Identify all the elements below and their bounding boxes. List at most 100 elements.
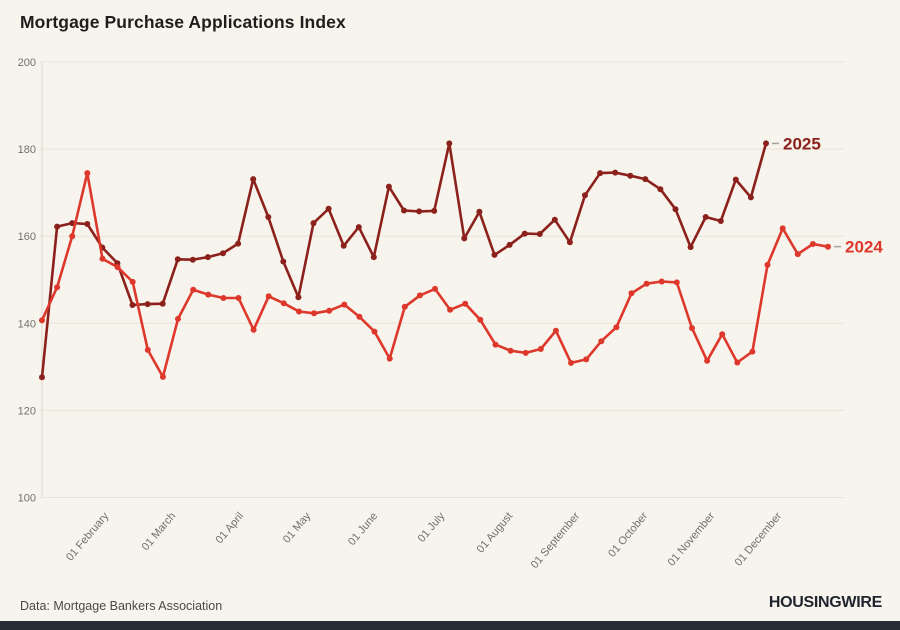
- x-axis-tick-label: 01 May: [281, 510, 314, 546]
- data-point-2025: [672, 206, 679, 213]
- data-point-2024: [643, 280, 650, 287]
- data-point-2025: [551, 216, 558, 223]
- data-point-2025: [401, 207, 407, 214]
- data-point-2025: [235, 240, 242, 247]
- data-point-2024: [280, 300, 287, 307]
- data-point-2025: [220, 250, 226, 257]
- data-point-2025: [39, 374, 45, 381]
- data-point-2024: [371, 328, 378, 335]
- data-point-2024: [447, 306, 454, 313]
- data-point-2025: [702, 214, 709, 220]
- data-point-2024: [235, 295, 242, 301]
- data-point-2024: [719, 331, 726, 338]
- x-axis-tick-label: 01 February: [64, 510, 112, 564]
- chart-title: Mortgage Purchase Applications Index: [20, 12, 346, 32]
- y-axis-tick-label: 180: [18, 144, 36, 156]
- data-point-2024: [779, 225, 786, 232]
- x-axis-tick-label: 01 September: [529, 510, 583, 571]
- y-axis-tick-label: 120: [18, 405, 36, 417]
- data-point-2025: [446, 140, 453, 147]
- data-point-2024: [39, 317, 45, 324]
- data-point-2024: [144, 346, 151, 353]
- data-point-2024: [190, 286, 197, 293]
- data-point-2024: [69, 233, 76, 240]
- data-point-2025: [597, 170, 604, 177]
- data-point-2024: [809, 241, 816, 247]
- series-label-2025: 2025: [783, 134, 821, 153]
- data-point-2024: [704, 357, 711, 364]
- x-axis-tick-label: 01 June: [346, 510, 380, 548]
- data-point-2025: [657, 186, 664, 193]
- data-point-2024: [492, 341, 499, 348]
- x-axis-tick-label: 01 November: [666, 510, 718, 569]
- brand-bar: [0, 621, 900, 630]
- x-axis-tick-label: 01 October: [606, 510, 650, 560]
- data-point-2025: [385, 183, 392, 190]
- data-point-2024: [825, 243, 831, 250]
- data-point-2025: [476, 208, 483, 215]
- data-point-2025: [295, 294, 302, 301]
- data-point-2024: [311, 310, 318, 317]
- data-point-2025: [189, 256, 196, 263]
- data-point-2024: [205, 291, 212, 298]
- data-point-2024: [552, 327, 559, 334]
- data-point-2024: [326, 307, 333, 314]
- data-point-2024: [628, 290, 635, 297]
- data-point-2025: [521, 230, 528, 237]
- source-note: Data: Mortgage Bankers Association: [20, 599, 223, 613]
- data-point-2024: [432, 285, 438, 292]
- x-axis-tick-label: 01 December: [733, 510, 785, 569]
- data-point-2025: [491, 251, 498, 258]
- series-line-2025: [40, 142, 768, 379]
- data-point-2025: [174, 256, 181, 263]
- data-point-2024: [734, 359, 741, 366]
- data-point-2025: [355, 224, 362, 231]
- data-point-2025: [250, 176, 257, 183]
- data-point-2024: [250, 326, 257, 333]
- data-point-2024: [598, 338, 605, 345]
- data-point-2024: [401, 303, 408, 310]
- data-point-2025: [265, 214, 272, 220]
- data-point-2024: [265, 293, 272, 300]
- data-point-2025: [416, 208, 423, 215]
- data-point-2024: [794, 251, 801, 258]
- data-point-2025: [642, 176, 649, 183]
- x-axis-tick-label: 01 August: [475, 510, 516, 555]
- data-point-2025: [747, 194, 754, 201]
- data-point-2025: [310, 220, 317, 227]
- data-point-2025: [612, 169, 619, 176]
- data-point-2024: [689, 325, 695, 332]
- data-point-2024: [477, 316, 484, 323]
- data-point-2025: [340, 242, 347, 249]
- data-point-2024: [416, 292, 423, 299]
- data-point-2025: [627, 172, 634, 179]
- series-label-2024: 2024: [845, 238, 883, 257]
- data-point-2024: [356, 313, 363, 320]
- data-point-2024: [99, 255, 106, 262]
- data-point-2025: [370, 254, 377, 261]
- data-point-2025: [431, 207, 438, 214]
- data-point-2025: [763, 140, 769, 147]
- data-point-2025: [687, 244, 694, 251]
- y-axis-tick-label: 140: [18, 318, 36, 330]
- data-point-2025: [717, 218, 724, 224]
- data-point-2025: [325, 205, 332, 212]
- data-point-2024: [462, 300, 469, 307]
- data-point-2025: [129, 302, 136, 308]
- y-axis-tick-label: 100: [18, 493, 36, 505]
- data-point-2024: [749, 348, 756, 355]
- data-point-2024: [129, 278, 136, 285]
- data-point-2024: [568, 359, 574, 366]
- data-point-2025: [144, 301, 151, 308]
- x-axis-tick-label: 01 April: [214, 510, 247, 546]
- data-point-2024: [84, 170, 91, 177]
- data-point-2025: [566, 239, 573, 246]
- data-point-2024: [764, 261, 771, 268]
- data-point-2025: [506, 241, 513, 248]
- data-point-2024: [522, 349, 529, 356]
- y-axis-tick-label: 160: [18, 231, 36, 243]
- data-point-2024: [296, 308, 302, 315]
- data-point-2024: [159, 373, 166, 380]
